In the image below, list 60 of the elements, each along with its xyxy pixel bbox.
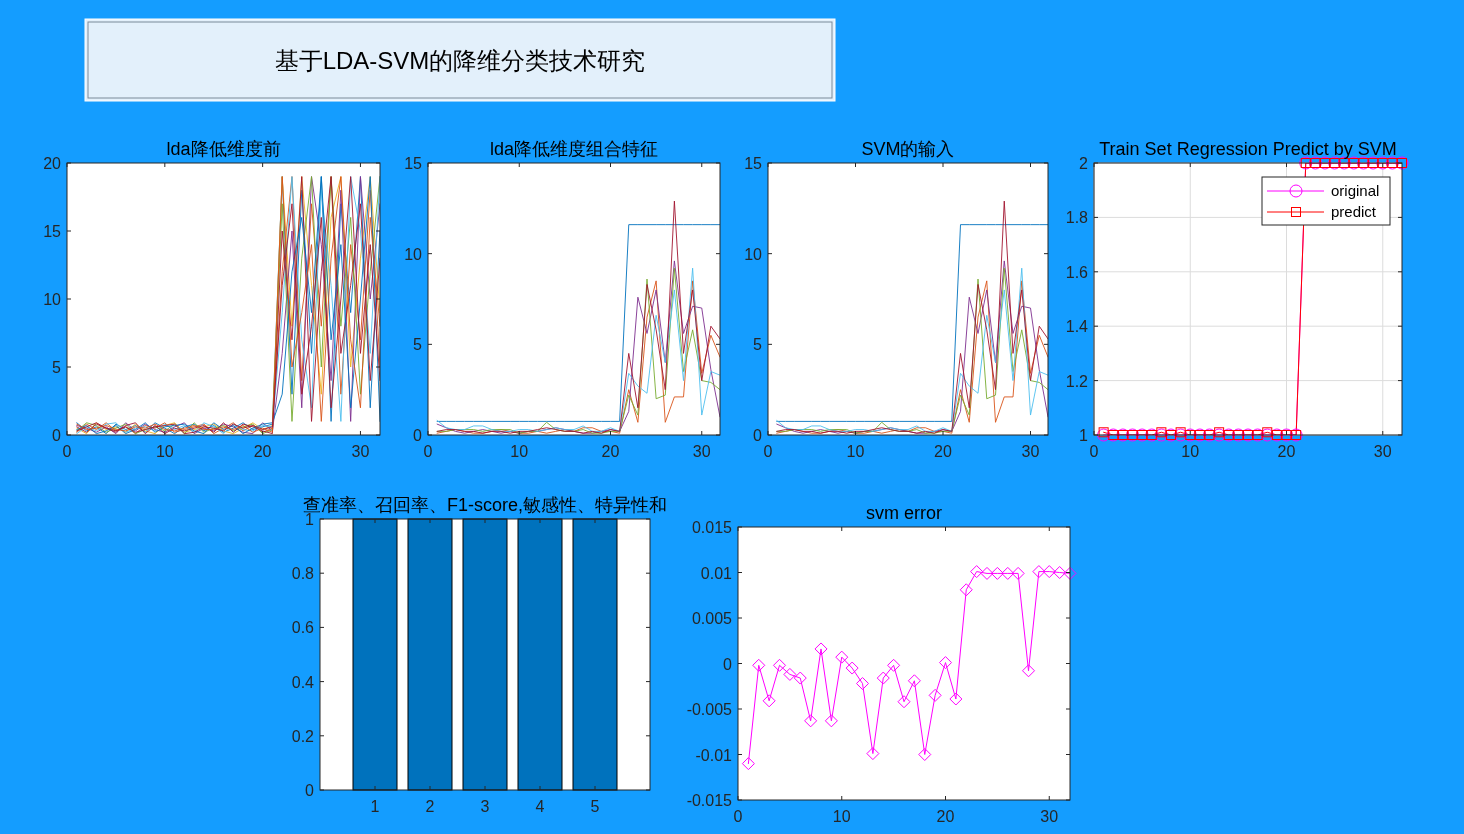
y-tick-label: 15 xyxy=(404,155,423,172)
y-tick-label: 0.005 xyxy=(691,610,733,627)
y-tick-label: 1.4 xyxy=(1065,318,1089,336)
chart-title: Train Set Regression Predict by SVM xyxy=(1099,139,1397,159)
x-tick-label: 20 xyxy=(253,443,272,460)
legend-label: original xyxy=(1331,182,1380,199)
y-tick-label: 0.4 xyxy=(291,673,315,691)
x-tick-label: 20 xyxy=(936,808,955,825)
y-tick-label: 0 xyxy=(305,782,315,799)
y-tick-label: 5 xyxy=(753,336,763,354)
y-tick-label: 10 xyxy=(744,245,763,263)
x-tick-label: 10 xyxy=(155,443,174,460)
x-tick-label: 30 xyxy=(1021,443,1040,460)
y-tick-label: 5 xyxy=(413,336,423,354)
x-tick-label: 30 xyxy=(351,443,370,460)
y-tick-label: 15 xyxy=(43,223,62,240)
chart-title: svm error xyxy=(866,503,942,523)
x-tick-label: 10 xyxy=(1181,443,1200,460)
x-tick-label: 20 xyxy=(934,443,952,460)
y-tick-label: 0.015 xyxy=(691,519,733,536)
text: 基于LDA-SVM的降维分类技术研究 xyxy=(274,47,646,74)
y-tick-label: -0.015 xyxy=(686,792,733,809)
x-tick-label: 20 xyxy=(601,443,620,460)
y-tick-label: 1.8 xyxy=(1065,209,1089,227)
x-tick-label: 20 xyxy=(1277,443,1296,460)
x-tick-label: 1 xyxy=(370,798,380,815)
y-tick-label: 0.8 xyxy=(291,565,315,583)
y-tick-label: 0 xyxy=(413,427,423,444)
x-tick-label: 2 xyxy=(425,798,435,815)
y-tick-label: 0 xyxy=(723,655,733,673)
x-tick-label: 10 xyxy=(846,443,865,460)
y-tick-label: 0 xyxy=(52,427,62,444)
y-tick-label: 10 xyxy=(404,245,423,263)
y-tick-label: 0 xyxy=(753,427,763,444)
y-tick-label: 0.01 xyxy=(700,564,733,582)
x-tick-label: 4 xyxy=(535,798,545,815)
y-tick-label: 1.6 xyxy=(1065,263,1089,281)
y-tick-label: 5 xyxy=(52,359,62,376)
y-tick-label: 1.2 xyxy=(1065,372,1089,390)
y-tick-label: 20 xyxy=(43,155,62,172)
y-tick-label: 1 xyxy=(1079,427,1089,444)
y-tick-label: -0.005 xyxy=(686,701,733,718)
chart-title: lda降低维度组合特征 xyxy=(489,139,659,159)
x-tick-label: 30 xyxy=(1040,808,1059,825)
y-tick-label: 15 xyxy=(744,155,763,172)
y-tick-label: 2 xyxy=(1079,155,1089,172)
x-tick-label: 10 xyxy=(510,443,529,460)
y-tick-label: 0.6 xyxy=(291,619,315,637)
legend-label: predict xyxy=(1331,203,1377,220)
x-tick-label: 30 xyxy=(1373,443,1392,460)
x-tick-label: 10 xyxy=(832,808,851,825)
x-tick-label: 30 xyxy=(692,443,711,460)
chart-title: SVM的输入 xyxy=(861,139,955,159)
y-tick-label: 0.2 xyxy=(291,727,315,745)
y-tick-label: 10 xyxy=(43,291,62,308)
chart-title: lda降低维度前 xyxy=(166,139,281,159)
chart-title: 查准率、召回率、F1-score,敏感性、特异性和 xyxy=(302,495,668,515)
y-tick-label: -0.01 xyxy=(695,746,733,764)
x-tick-label: 3 xyxy=(480,798,490,815)
x-tick-label: 5 xyxy=(590,798,600,815)
